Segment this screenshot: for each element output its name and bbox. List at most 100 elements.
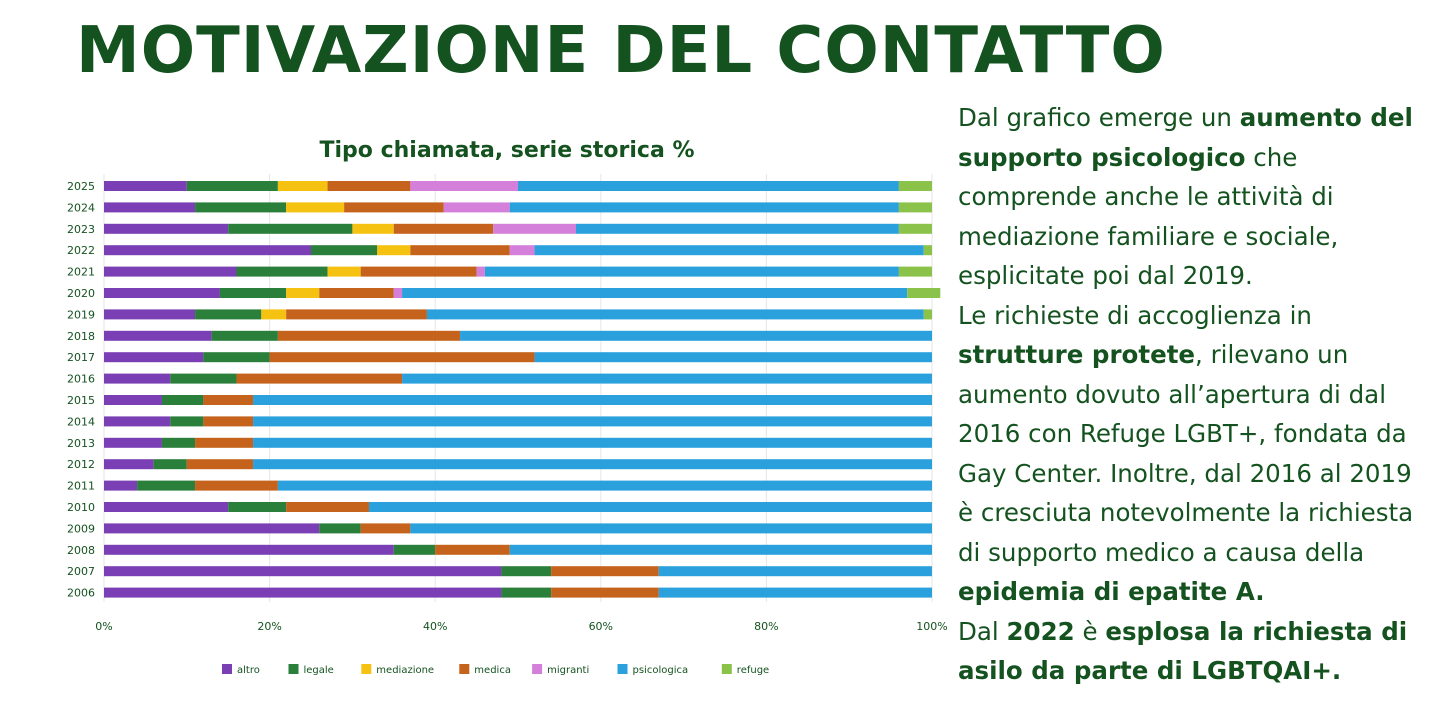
y-tick-label: 2009	[67, 522, 95, 535]
bar-medica-2018	[277, 330, 461, 341]
legend-label-altro: altro	[237, 665, 260, 676]
bar-psicologica-2008	[509, 544, 932, 555]
bar-altro-2008	[104, 544, 394, 555]
bar-medica-2021	[360, 266, 477, 277]
bar-refuge-2019	[923, 309, 932, 320]
bar-legale-2010	[228, 502, 287, 512]
bar-altro-2007	[104, 566, 502, 577]
bar-medica-2017	[269, 352, 535, 363]
bar-altro-2014	[104, 416, 171, 427]
p1-segment-0: Dal grafico emerge un	[958, 103, 1240, 132]
bar-medica-2011	[195, 480, 278, 491]
bar-refuge-2024	[898, 202, 932, 213]
bar-altro-2021	[104, 266, 237, 277]
bar-legale-2015	[161, 395, 204, 405]
bar-migranti-2021	[476, 266, 485, 277]
bar-psicologica-2022	[534, 245, 924, 256]
bar-psicologica-2020	[402, 288, 908, 298]
y-tick-label: 2012	[67, 458, 95, 471]
y-tick-label: 2013	[67, 437, 95, 450]
y-tick-label: 2006	[67, 587, 95, 600]
p3-segment-0: Dal	[958, 616, 1007, 646]
bar-psicologica-2007	[658, 566, 932, 577]
bar-refuge-2022	[923, 245, 932, 256]
bar-psicologica-2014	[253, 416, 933, 427]
bar-altro-2020	[104, 288, 220, 298]
bar-legale-2008	[393, 544, 436, 555]
bar-mediazione-2023	[352, 223, 394, 234]
bar-refuge-2025	[898, 181, 932, 191]
bar-legale-2009	[319, 523, 361, 534]
y-tick-label: 2021	[67, 266, 95, 279]
bar-legale-2012	[153, 459, 187, 470]
p3-segment-2: è	[1074, 616, 1106, 646]
bar-medica-2009	[360, 523, 411, 534]
bar-legale-2013	[161, 437, 196, 448]
bar-legale-2023	[228, 223, 353, 234]
description-paragraph-3: Dal 2022 è esplosa la richiesta di asilo…	[958, 612, 1428, 691]
description-text: Dal grafico emerge un aumento del suppor…	[958, 98, 1428, 691]
bar-medica-2020	[319, 288, 394, 298]
bar-legale-2016	[170, 373, 237, 384]
bar-legale-2019	[195, 309, 262, 320]
bar-psicologica-2019	[426, 309, 924, 320]
bar-psicologica-2018	[460, 330, 932, 341]
y-tick-label: 2020	[67, 287, 95, 300]
page-title: MOTIVAZIONE DEL CONTATTO	[76, 14, 1166, 88]
y-tick-label: 2025	[67, 180, 95, 193]
bar-medica-2022	[410, 245, 510, 256]
bar-mediazione-2024	[286, 202, 345, 213]
y-tick-label: 2014	[67, 415, 95, 428]
legend-swatch-mediazione	[361, 664, 372, 674]
bar-refuge-2021	[898, 266, 932, 277]
bar-psicologica-2010	[368, 502, 933, 512]
y-tick-label: 2007	[67, 565, 95, 578]
p2-segment-0: Le richieste di accoglienza in	[958, 300, 1312, 330]
x-tick-label: 80%	[754, 620, 778, 633]
y-tick-label: 2008	[67, 544, 95, 557]
y-tick-label: 2018	[67, 330, 95, 343]
bar-migranti-2022	[509, 245, 535, 256]
bar-psicologica-2015	[253, 395, 933, 405]
bar-legale-2021	[236, 266, 328, 277]
bar-psicologica-2024	[509, 202, 899, 213]
bar-psicologica-2016	[402, 373, 933, 384]
bar-legale-2020	[219, 288, 287, 298]
bar-medica-2016	[236, 373, 403, 384]
bar-legale-2007	[501, 566, 552, 577]
bar-altro-2023	[104, 223, 229, 234]
y-tick-label: 2010	[67, 501, 95, 514]
bar-medica-2006	[551, 587, 659, 598]
bar-psicologica-2009	[410, 523, 932, 534]
chart-title: Tipo chiamata, serie storica %	[320, 138, 695, 163]
bar-psicologica-2023	[575, 223, 899, 234]
legend-swatch-legale	[288, 664, 299, 674]
y-tick-label: 2016	[67, 373, 95, 386]
legend-swatch-altro	[222, 664, 232, 674]
bar-legale-2024	[195, 202, 287, 213]
bar-altro-2010	[104, 502, 229, 512]
p3-segment-3: esplosa la richiesta di asilo da parte d…	[958, 616, 1408, 686]
legend-label-psicologica: psicologica	[633, 665, 689, 676]
bar-altro-2016	[104, 373, 171, 384]
stacked-bar-chart: Tipo chiamata, serie storica % 0% 20% 40% 60…	[67, 138, 948, 676]
bar-psicologica-2011	[277, 480, 932, 491]
bar-altro-2011	[104, 480, 138, 491]
bar-medica-2010	[286, 502, 369, 512]
bar-migranti-2024	[443, 202, 510, 213]
bar-altro-2025	[104, 181, 187, 191]
bar-legale-2014	[170, 416, 204, 427]
bar-altro-2009	[104, 523, 320, 534]
bar-medica-2023	[393, 223, 494, 234]
x-tick-label: 20%	[257, 620, 281, 633]
x-tick-label: 40%	[423, 620, 447, 633]
bar-mediazione-2022	[377, 245, 411, 256]
y-tick-label: 2019	[67, 308, 95, 321]
bar-altro-2019	[104, 309, 196, 320]
bar-altro-2012	[104, 459, 154, 470]
bar-medica-2008	[435, 544, 510, 555]
legend-label-mediazione: mediazione	[376, 665, 434, 676]
bar-migranti-2023	[493, 223, 576, 234]
bar-mediazione-2021	[327, 266, 361, 277]
bar-mediazione-2020	[286, 288, 320, 298]
